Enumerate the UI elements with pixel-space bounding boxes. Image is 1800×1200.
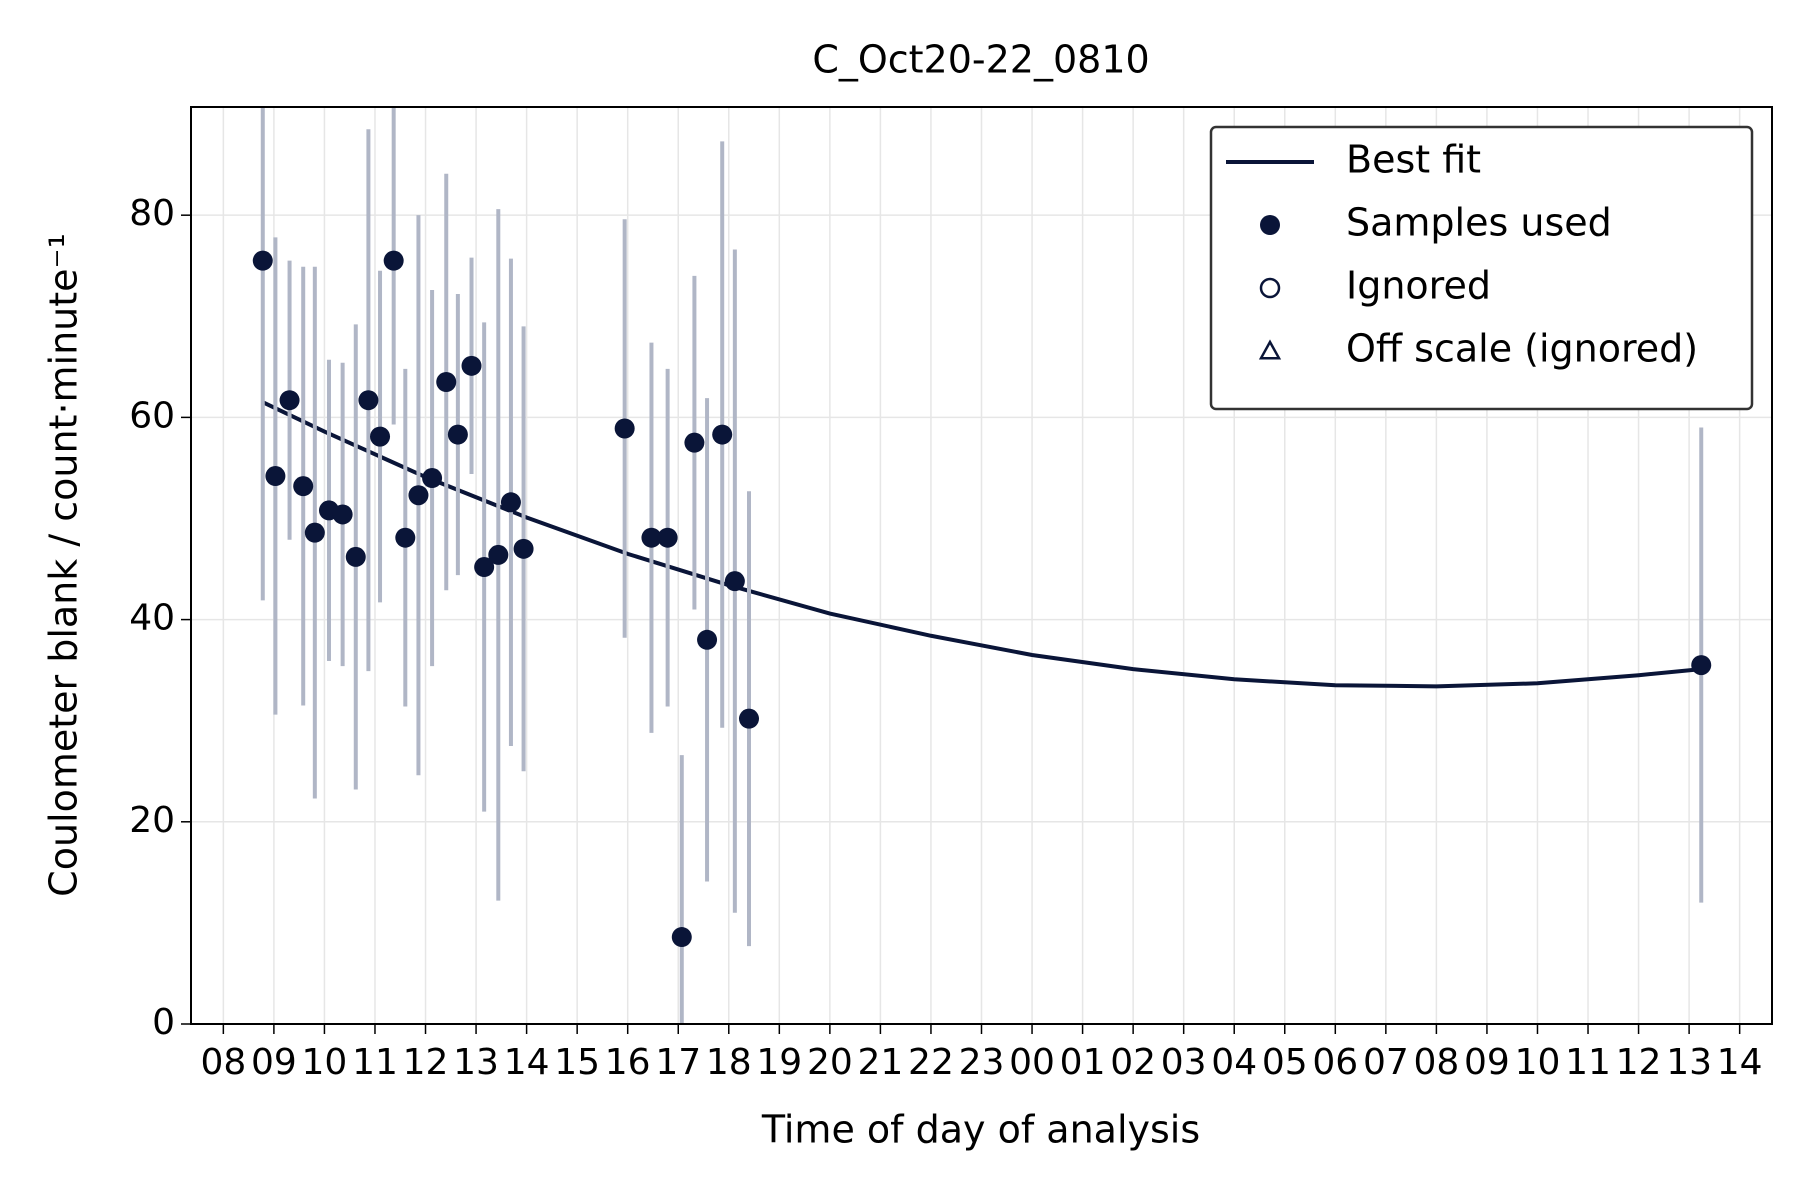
data-point (395, 527, 416, 548)
x-tick-label: 01 (1060, 1042, 1106, 1083)
legend-marker (1259, 277, 1281, 299)
data-point (712, 424, 733, 445)
data-point (293, 476, 314, 497)
legend-label: Best fit (1346, 138, 1481, 182)
x-tick-label: 20 (807, 1042, 853, 1083)
data-point (671, 927, 692, 948)
x-tick-label: 23 (959, 1042, 1005, 1083)
axes: 08 09 10 11 12 13 14 15 16 17 18 19 20 21 22 23 00 01 02 03… (129, 193, 1762, 1083)
legend-marker (1260, 215, 1280, 235)
x-tick-label: 08 (200, 1042, 246, 1083)
data-point (657, 527, 678, 548)
data-point (724, 571, 745, 592)
x-tick-label: 14 (504, 1042, 550, 1083)
legend: Best fit Samples used Ignored Off scale (ig… (1209, 125, 1754, 411)
grid (191, 107, 1772, 1025)
x-tick-label: 13 (453, 1042, 499, 1083)
data-point (684, 432, 705, 453)
x-tick-label: 17 (655, 1042, 701, 1083)
x-tick-label: 05 (1262, 1042, 1308, 1083)
data-point (1691, 655, 1712, 676)
data-point (252, 250, 273, 271)
x-tick-label: 08 (1413, 1042, 1459, 1083)
data-point (265, 466, 286, 487)
legend-label: Ignored (1346, 264, 1491, 308)
x-tick-label: 21 (858, 1042, 904, 1083)
x-tick-label: 15 (554, 1042, 600, 1083)
y-tick-label: 40 (129, 598, 175, 639)
data-point (447, 424, 468, 445)
y-tick-label: 80 (129, 193, 175, 234)
data-point (304, 522, 325, 543)
x-tick-label: 03 (1161, 1042, 1207, 1083)
x-tick-label: 10 (302, 1042, 348, 1083)
data-point (358, 390, 379, 411)
x-tick-label: 19 (756, 1042, 802, 1083)
data-point (614, 418, 635, 439)
y-tick-label: 20 (129, 800, 175, 841)
x-tick-label: 12 (1616, 1042, 1662, 1083)
y-tick-label: 60 (129, 395, 175, 436)
data-point (739, 708, 759, 729)
x-tick-label: 18 (706, 1042, 752, 1083)
y-tick-label: 0 (152, 1002, 175, 1043)
data-point (422, 468, 443, 489)
x-tick-label: 11 (352, 1042, 398, 1083)
legend-label: Off scale (ignored) (1346, 327, 1698, 371)
data-point (332, 504, 353, 525)
x-tick-label: 04 (1211, 1042, 1257, 1083)
data-point (697, 629, 718, 650)
data-point (461, 355, 482, 376)
legend-box (1209, 125, 1754, 411)
x-tick-label: 12 (403, 1042, 449, 1083)
x-tick-label: 13 (1666, 1042, 1712, 1083)
data-point (513, 538, 534, 559)
x-tick-label: 09 (251, 1042, 297, 1083)
x-tick-label: 06 (1312, 1042, 1358, 1083)
x-tick-label: 00 (1009, 1042, 1055, 1083)
data-point (436, 371, 457, 392)
x-tick-label: 10 (1515, 1042, 1561, 1083)
plot-area (252, 107, 1712, 1024)
legend-marker (1258, 339, 1282, 360)
data-point (383, 250, 404, 271)
x-tick-label: 22 (908, 1042, 954, 1083)
data-point (279, 390, 300, 411)
x-tick-label: 09 (1464, 1042, 1510, 1083)
data-point (345, 546, 366, 567)
y-axis-label: Coulometer blank / count·minute⁻¹ (42, 233, 86, 897)
data-point (408, 485, 429, 506)
data-point (641, 527, 662, 548)
x-tick-label: 07 (1363, 1042, 1409, 1083)
data-point (500, 492, 521, 513)
x-tick-label: 14 (1717, 1042, 1763, 1083)
data-point (488, 544, 509, 565)
x-tick-label: 11 (1565, 1042, 1611, 1083)
legend-label: Samples used (1346, 201, 1612, 245)
chart-title: C_Oct20-22_0810 (812, 38, 1149, 82)
fit-line (261, 400, 1702, 689)
x-tick-label: 02 (1110, 1042, 1156, 1083)
x-axis-label: Time of day of analysis (761, 1108, 1200, 1152)
data-point (474, 557, 495, 578)
data-point (370, 426, 391, 447)
x-tick-label: 16 (605, 1042, 651, 1083)
